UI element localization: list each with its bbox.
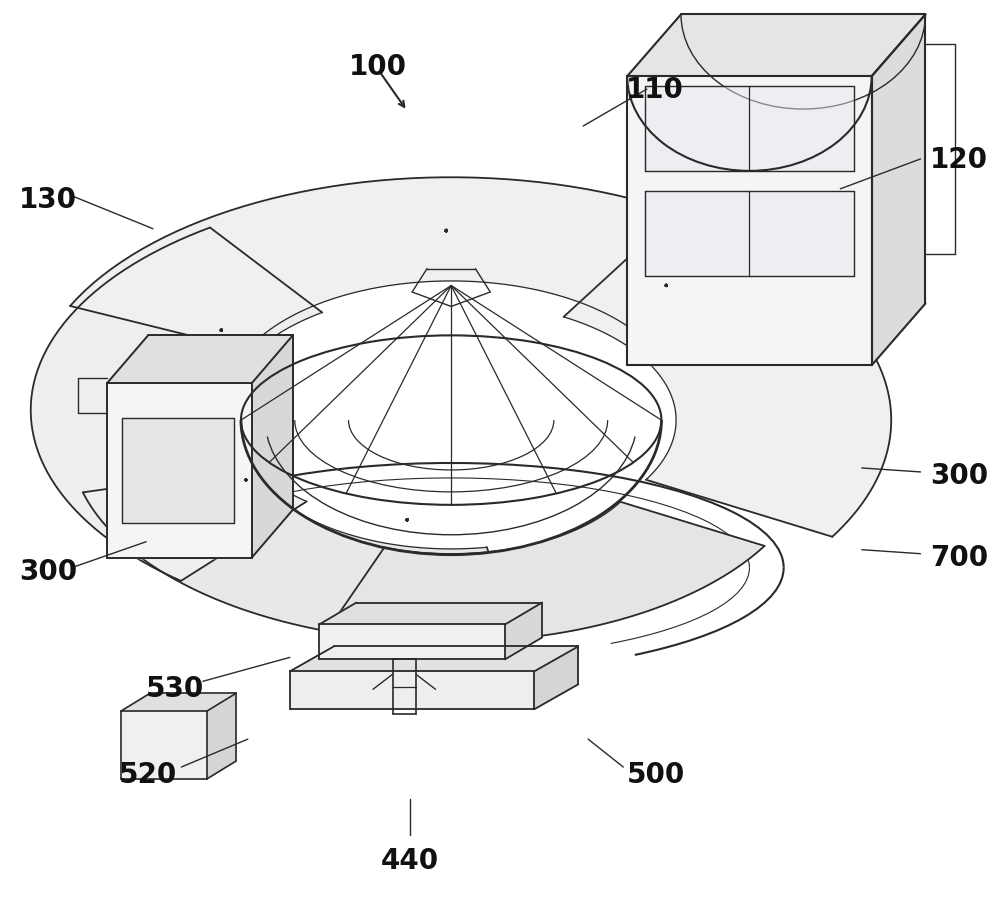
Polygon shape (327, 501, 765, 642)
Polygon shape (564, 218, 891, 537)
Text: 100: 100 (349, 53, 407, 81)
Polygon shape (534, 646, 578, 709)
Polygon shape (505, 602, 542, 660)
Text: 500: 500 (627, 761, 685, 789)
Polygon shape (872, 15, 925, 365)
Polygon shape (290, 672, 534, 709)
Text: 300: 300 (19, 558, 77, 586)
Polygon shape (83, 469, 517, 642)
Polygon shape (645, 191, 854, 276)
Text: 530: 530 (146, 675, 204, 703)
Polygon shape (31, 228, 322, 581)
Text: 440: 440 (381, 847, 439, 875)
Polygon shape (107, 336, 293, 383)
Polygon shape (121, 712, 207, 779)
Polygon shape (207, 693, 236, 779)
Polygon shape (290, 646, 578, 672)
Text: 700: 700 (930, 544, 988, 571)
Polygon shape (252, 336, 293, 558)
Polygon shape (122, 418, 234, 522)
Polygon shape (627, 76, 872, 365)
Text: 120: 120 (930, 146, 988, 174)
Text: 130: 130 (19, 186, 77, 214)
Polygon shape (107, 383, 252, 558)
Polygon shape (121, 693, 236, 712)
Polygon shape (645, 86, 854, 171)
Text: 520: 520 (119, 761, 177, 789)
Polygon shape (70, 177, 832, 349)
Text: 300: 300 (930, 462, 988, 490)
Polygon shape (627, 15, 925, 76)
Polygon shape (319, 624, 505, 660)
Polygon shape (319, 602, 542, 624)
Text: 110: 110 (626, 76, 684, 104)
